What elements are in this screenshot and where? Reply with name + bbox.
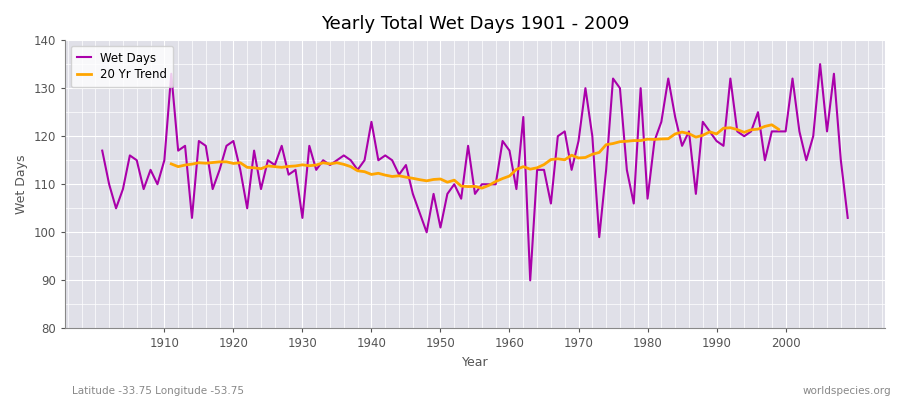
- 20 Yr Trend: [400, 175, 411, 180]
- Line: Wet Days: Wet Days: [103, 64, 848, 280]
- Y-axis label: Wet Days: Wet Days: [15, 154, 28, 214]
- 20 Yr Trend: [166, 162, 176, 166]
- Wet Days: [304, 144, 315, 148]
- 20 Yr Trend: [228, 161, 238, 166]
- Wet Days: [97, 148, 108, 153]
- X-axis label: Year: Year: [462, 356, 489, 369]
- Text: worldspecies.org: worldspecies.org: [803, 386, 891, 396]
- 20 Yr Trend: [773, 127, 784, 132]
- Wet Days: [525, 278, 535, 283]
- Title: Yearly Total Wet Days 1901 - 2009: Yearly Total Wet Days 1901 - 2009: [320, 15, 629, 33]
- 20 Yr Trend: [242, 165, 253, 170]
- 20 Yr Trend: [483, 183, 494, 188]
- Text: Latitude -33.75 Longitude -53.75: Latitude -33.75 Longitude -53.75: [72, 386, 244, 396]
- 20 Yr Trend: [711, 132, 722, 136]
- Wet Days: [504, 148, 515, 153]
- Legend: Wet Days, 20 Yr Trend: Wet Days, 20 Yr Trend: [71, 46, 174, 87]
- Line: 20 Yr Trend: 20 Yr Trend: [171, 125, 778, 188]
- Wet Days: [814, 62, 825, 66]
- Wet Days: [594, 235, 605, 240]
- 20 Yr Trend: [290, 164, 301, 168]
- 20 Yr Trend: [767, 122, 778, 127]
- Wet Days: [346, 158, 356, 163]
- Wet Days: [152, 182, 163, 187]
- Wet Days: [497, 139, 508, 144]
- 20 Yr Trend: [476, 186, 487, 190]
- Wet Days: [842, 216, 853, 220]
